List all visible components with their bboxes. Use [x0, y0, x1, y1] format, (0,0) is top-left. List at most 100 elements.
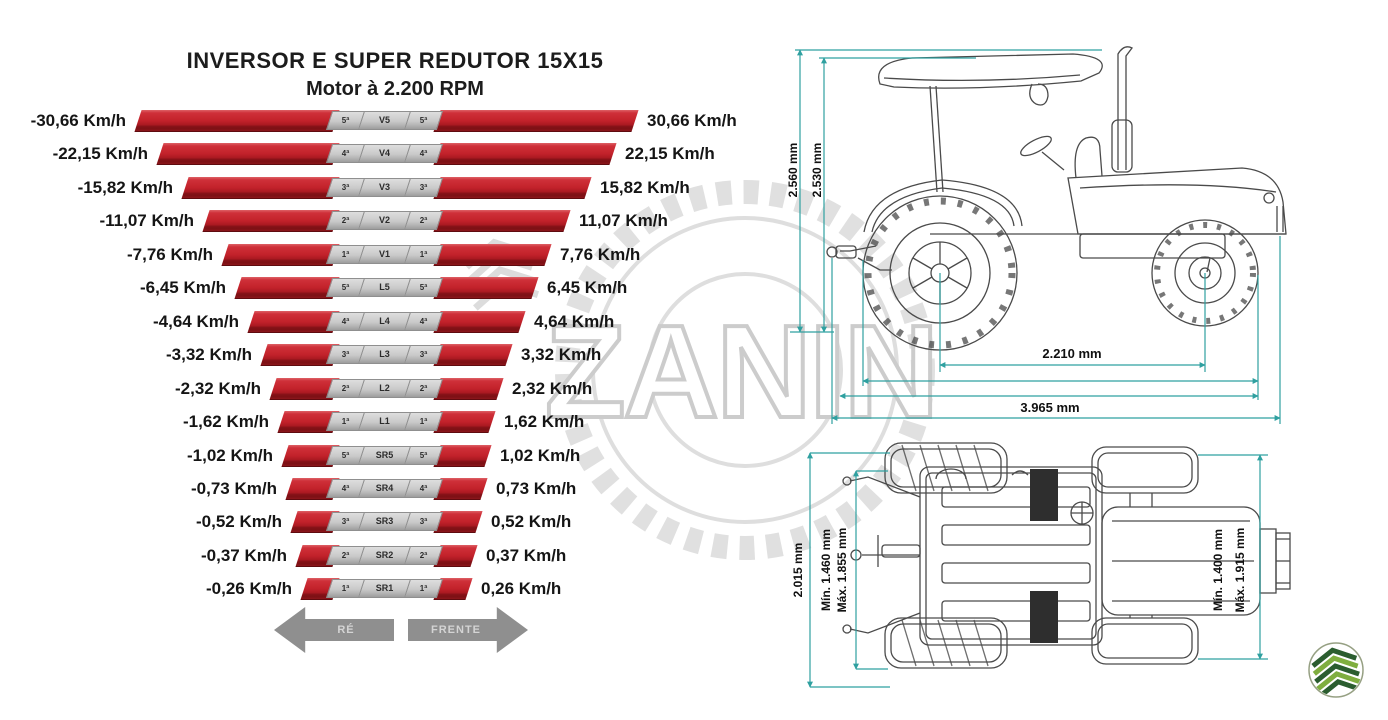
gear-ordinal-right: 1ª [403, 412, 444, 432]
dim-wheelbase: 2.210 mm [1042, 346, 1102, 361]
gear-ordinal-right: 4ª [403, 311, 444, 331]
gear-block: 3ª SR3 3ª [325, 512, 444, 532]
forward-bar [433, 277, 539, 300]
forward-bar [433, 143, 617, 166]
forward-speed-label: 0,73 Km/h [496, 478, 577, 498]
reverse-speed-label: -7,76 Km/h [127, 244, 213, 264]
reverse-speed-label: -6,45 Km/h [140, 278, 226, 298]
reverse-speed-label: -4,64 Km/h [153, 311, 239, 331]
forward-bar [433, 110, 639, 132]
dim-rear-track-max: Máx. 1.855 mm [835, 527, 849, 613]
gear-code: SR4 [357, 478, 412, 498]
forward-speed-label: 3,32 Km/h [521, 345, 602, 365]
gear-ordinal-right: 1ª [403, 579, 444, 599]
forward-bar [433, 344, 513, 367]
tractor-side-view [790, 46, 1287, 424]
forward-arrow-label: FRENTE [431, 624, 481, 636]
forward-speed-label: 1,62 Km/h [504, 412, 585, 432]
forward-bar [433, 377, 504, 400]
forward-speed-label: 11,07 Km/h [579, 211, 668, 231]
forward-bar [433, 243, 552, 266]
gear-block: 1ª V1 1ª [325, 244, 444, 264]
gear-code: V4 [357, 144, 412, 164]
chart-title-line2: Motor à 2.200 RPM [306, 78, 484, 100]
reverse-bar [134, 110, 340, 132]
gear-block: 5ª SR5 5ª [325, 445, 444, 465]
forward-bar [433, 210, 571, 233]
speed-row: -0,37 Km/h 0,37 Km/h 2ª SR2 2ª [0, 539, 775, 572]
forward-speed-label: 15,82 Km/h [600, 177, 690, 197]
gear-code: V3 [357, 177, 412, 197]
reverse-bar [234, 277, 340, 300]
gear-speed-chart: -30,66 Km/h 30,66 Km/h 5ª V5 5ª -22,15 Km/h 22… [0, 104, 775, 609]
dim-width-total: 2.015 mm [791, 542, 805, 598]
forward-speed-label: 0,52 Km/h [491, 512, 572, 532]
gear-code: L1 [357, 412, 412, 432]
forward-speed-label: 6,45 Km/h [547, 278, 628, 298]
speed-row: -22,15 Km/h 22,15 Km/h 4ª V4 4ª [0, 137, 775, 170]
speed-row: -7,76 Km/h 7,76 Km/h 1ª V1 1ª [0, 238, 775, 271]
gear-block: 4ª SR4 4ª [325, 478, 444, 498]
gear-block: 4ª V4 4ª [325, 144, 444, 164]
reverse-arrow-label: RÉ [337, 624, 355, 636]
gear-block: 5ª V5 5ª [325, 111, 444, 130]
dim-height-canopy: 2.530 mm [810, 142, 824, 198]
gear-block: 1ª L1 1ª [325, 412, 444, 432]
gear-code: V1 [357, 244, 412, 264]
gear-ordinal-right: 3ª [403, 345, 444, 365]
gear-code: V2 [357, 211, 412, 231]
reverse-speed-label: -3,32 Km/h [166, 345, 252, 365]
dim-rear-track-min: Mín. 1.460 mm [819, 528, 833, 612]
tractor-top-view [807, 442, 1291, 688]
gear-ordinal-right: 2ª [403, 211, 444, 231]
speed-row: -11,07 Km/h 11,07 Km/h 2ª V2 2ª [0, 204, 775, 237]
gear-ordinal-right: 3ª [403, 177, 444, 197]
gear-code: L3 [357, 345, 412, 365]
gear-block: 5ª L5 5ª [325, 278, 444, 298]
gear-code: SR1 [357, 579, 412, 599]
forward-speed-label: 7,76 Km/h [560, 244, 641, 264]
forward-speed-label: 0,37 Km/h [486, 545, 567, 565]
gear-block: 3ª L3 3ª [325, 345, 444, 365]
speed-row: -0,26 Km/h 0,26 Km/h 1ª SR1 1ª [0, 572, 775, 605]
chart-title: INVERSOR E SUPER REDUTOR 15X15 Motor à 2… [120, 48, 670, 101]
gear-code: L5 [357, 278, 412, 298]
speed-row: -0,73 Km/h 0,73 Km/h 4ª SR4 4ª [0, 472, 775, 505]
dim-front-track-min: Mín. 1.400 mm [1211, 528, 1225, 612]
reverse-speed-label: -1,62 Km/h [183, 412, 269, 432]
reverse-speed-label: -11,07 Km/h [99, 211, 195, 231]
gear-ordinal-right: 5ª [403, 111, 444, 130]
reverse-bar [221, 243, 340, 266]
gear-ordinal-right: 5ª [403, 278, 444, 298]
speed-row: -4,64 Km/h 4,64 Km/h 4ª L4 4ª [0, 305, 775, 338]
speed-row: -1,62 Km/h 1,62 Km/h 1ª L1 1ª [0, 405, 775, 438]
reverse-speed-label: -0,52 Km/h [196, 512, 282, 532]
reverse-bar [202, 210, 340, 233]
forward-bar [433, 176, 592, 199]
reverse-speed-label: -22,15 Km/h [52, 144, 148, 164]
gear-block: 3ª V3 3ª [325, 177, 444, 197]
forward-speed-label: 1,02 Km/h [500, 445, 581, 465]
forward-bar [433, 310, 526, 333]
forward-speed-label: 0,26 Km/h [481, 579, 562, 599]
gear-block: 2ª L2 2ª [325, 378, 444, 398]
gear-ordinal-right: 3ª [403, 512, 444, 532]
gear-code: SR5 [357, 445, 412, 465]
gear-ordinal-right: 4ª [403, 144, 444, 164]
gear-code: V5 [357, 111, 412, 130]
gear-ordinal-right: 1ª [403, 244, 444, 264]
reverse-bar [181, 176, 340, 199]
speed-row: -6,45 Km/h 6,45 Km/h 5ª L5 5ª [0, 271, 775, 304]
speed-row: -2,32 Km/h 2,32 Km/h 2ª L2 2ª [0, 372, 775, 405]
forward-speed-label: 4,64 Km/h [534, 311, 615, 331]
gear-ordinal-right: 2ª [403, 545, 444, 565]
gear-code: SR3 [357, 512, 412, 532]
gear-code: L4 [357, 311, 412, 331]
gear-ordinal-right: 4ª [403, 478, 444, 498]
gear-code: SR2 [357, 545, 412, 565]
reverse-speed-label: -1,02 Km/h [187, 445, 273, 465]
chart-title-line1: INVERSOR E SUPER REDUTOR 15X15 [186, 48, 604, 73]
forward-speed-label: 30,66 Km/h [647, 111, 737, 130]
speed-row: -30,66 Km/h 30,66 Km/h 5ª V5 5ª [0, 104, 775, 137]
